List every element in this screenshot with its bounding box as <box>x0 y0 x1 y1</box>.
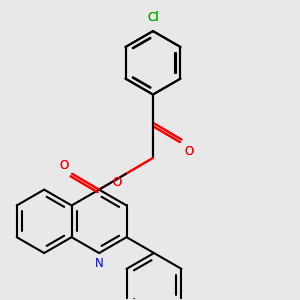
Text: O: O <box>59 159 68 172</box>
Text: O: O <box>59 159 68 172</box>
Text: Cl: Cl <box>147 11 159 24</box>
Text: O: O <box>113 176 122 189</box>
Text: O: O <box>113 176 122 189</box>
Text: Cl: Cl <box>147 11 159 24</box>
Text: O: O <box>184 145 193 158</box>
Text: N: N <box>95 257 103 270</box>
Text: O: O <box>184 145 193 158</box>
